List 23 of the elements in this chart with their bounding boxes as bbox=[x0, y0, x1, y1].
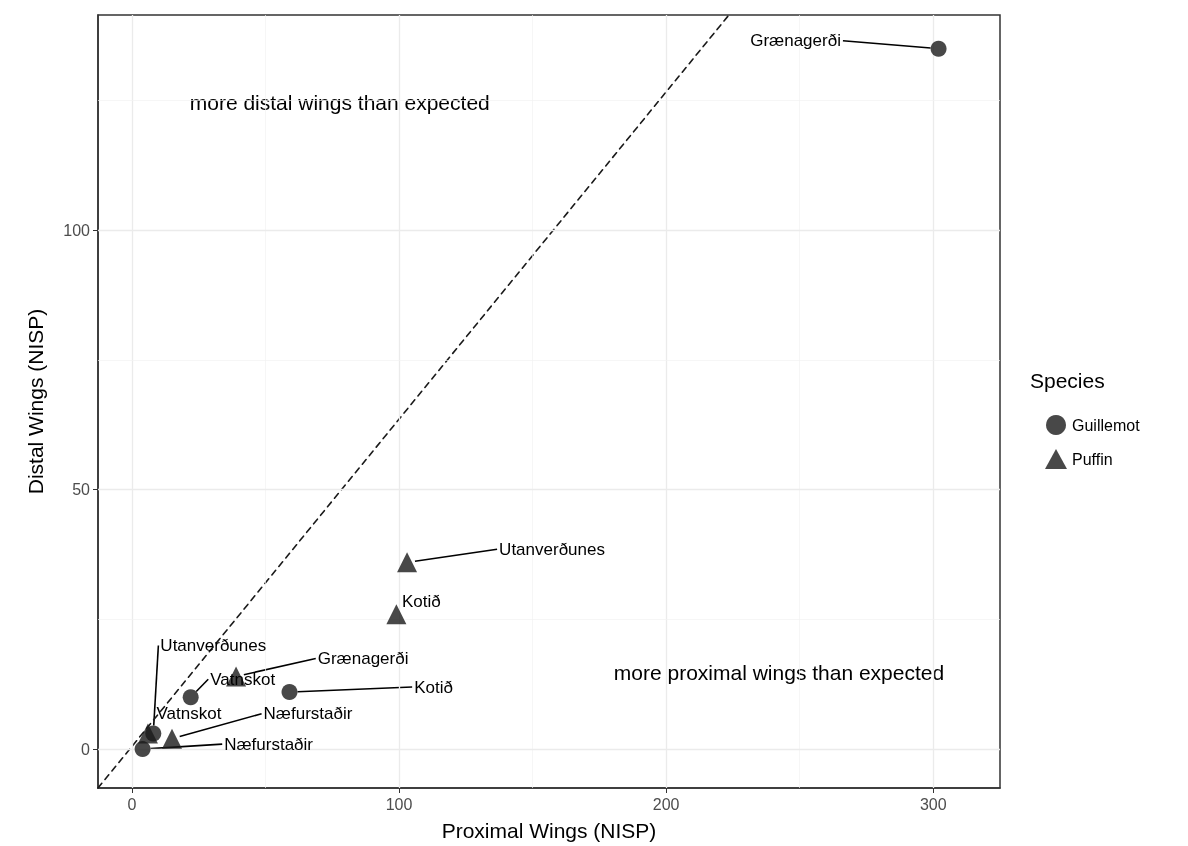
annotation: more distal wings than expected bbox=[189, 91, 490, 115]
legend-label: Guillemot bbox=[1072, 416, 1141, 434]
annotation: Kotið bbox=[414, 677, 453, 697]
annotation: more proximal wings than expected bbox=[613, 660, 945, 684]
x-tick-label: 0 bbox=[127, 795, 137, 813]
x-axis-title: Proximal Wings (NISP) bbox=[441, 819, 657, 842]
annotation: Utanverðunes bbox=[499, 539, 605, 559]
y-tick-label: 0 bbox=[81, 740, 91, 758]
legend-label: Puffin bbox=[1072, 450, 1113, 468]
y-tick-label: 50 bbox=[72, 481, 91, 499]
y-tick-label: 100 bbox=[63, 221, 91, 239]
legend-title: Species bbox=[1030, 369, 1105, 392]
annotation: Utanverðunes bbox=[160, 636, 267, 656]
annotation: Næfurstaðir bbox=[263, 704, 353, 724]
x-tick-label: 200 bbox=[652, 795, 680, 813]
y-axis-title: Distal Wings (NISP) bbox=[24, 308, 47, 495]
annotation: Grænagerði bbox=[317, 648, 409, 668]
annotation: Næfurstaðir bbox=[224, 734, 314, 754]
annotation: Grænagerði bbox=[750, 31, 841, 51]
annotation: Kotið bbox=[401, 591, 441, 611]
x-tick-label: 100 bbox=[385, 795, 413, 813]
annotation: Vatnskot bbox=[156, 704, 222, 724]
x-tick-label: 300 bbox=[919, 795, 947, 813]
